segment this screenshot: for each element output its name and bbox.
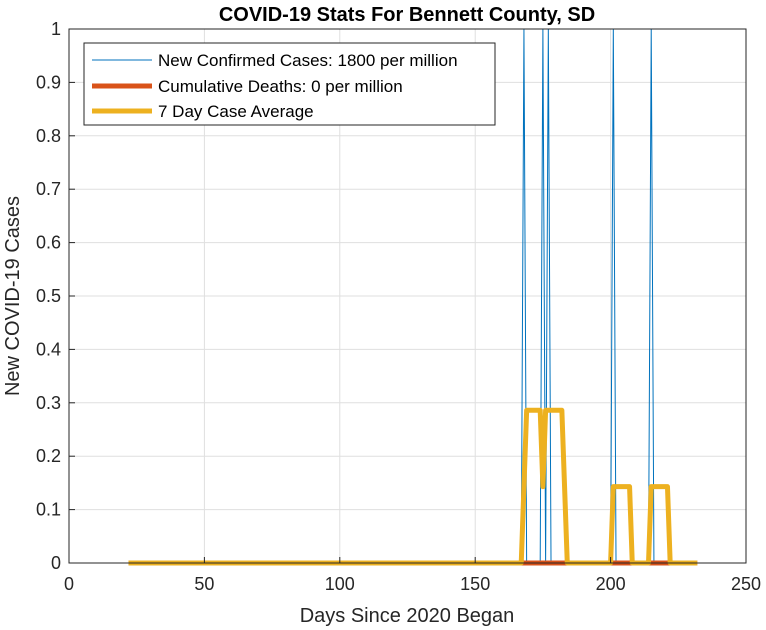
- chart-title: COVID-19 Stats For Bennett County, SD: [219, 4, 595, 26]
- y-tick-label: 0.2: [36, 446, 61, 466]
- x-tick-label: 200: [596, 574, 626, 594]
- legend-label-deaths: Cumulative Deaths: 0 per million: [158, 77, 403, 96]
- x-tick-label: 150: [460, 574, 490, 594]
- y-tick-label: 0.1: [36, 500, 61, 520]
- y-axis-label: New COVID-19 Cases: [2, 196, 24, 396]
- y-ticks: 0 0.1 0.2 0.3 0.4 0.5 0.6 0.7 0.8 0.9 1: [36, 19, 75, 573]
- x-tick-label: 0: [64, 574, 74, 594]
- y-tick-label: 0.3: [36, 393, 61, 413]
- legend: New Confirmed Cases: 1800 per million Cu…: [83, 42, 496, 126]
- y-tick-label: 0.5: [36, 286, 61, 306]
- x-tick-label: 100: [325, 574, 355, 594]
- y-tick-label: 0.9: [36, 72, 61, 92]
- y-tick-label: 0.7: [36, 179, 61, 199]
- legend-label-average: 7 Day Case Average: [158, 102, 314, 121]
- series-new-cases: [128, 28, 698, 564]
- legend-box: [83, 42, 496, 126]
- y-tick-label: 0.4: [36, 339, 61, 359]
- x-axis-label: Days Since 2020 Began: [300, 605, 515, 627]
- legend-label-new-cases: New Confirmed Cases: 1800 per million: [158, 51, 458, 70]
- x-ticks: 0 50 100 150 200 250: [64, 557, 761, 594]
- x-tick-label: 250: [731, 574, 761, 594]
- y-tick-label: 0.6: [36, 233, 61, 253]
- x-tick-label: 50: [194, 574, 214, 594]
- y-tick-label: 1: [51, 19, 61, 39]
- y-tick-label: 0: [51, 553, 61, 573]
- y-tick-label: 0.8: [36, 126, 61, 146]
